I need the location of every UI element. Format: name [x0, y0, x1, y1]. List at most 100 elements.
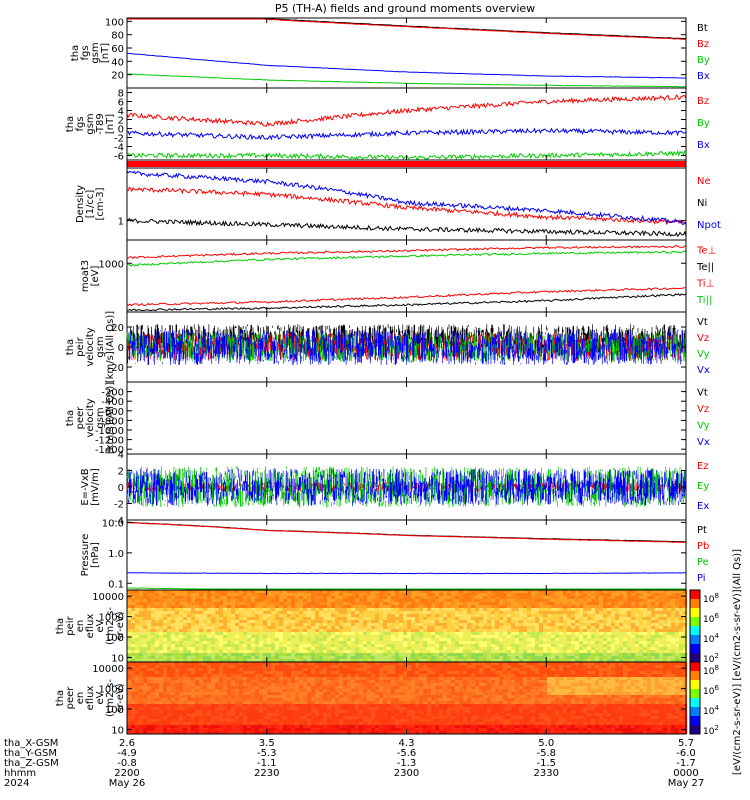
panel-5-tick-label: 20 — [111, 323, 124, 334]
panel-1-tick-label: 0 — [118, 125, 124, 136]
panel-6-ylabel: gsm — [95, 407, 106, 428]
x-label-2-2: -1.3 — [397, 758, 417, 769]
series-4-Te|| — [126, 293, 687, 312]
x-row-label-4: 2024 — [4, 778, 29, 789]
panel-0-tick-label: 40 — [111, 57, 124, 68]
colorbar-top-tick: 102 — [703, 652, 719, 665]
series-1-Bz — [126, 94, 687, 127]
panel-1-legend-1: By — [697, 118, 710, 129]
x-label-0-4: May 26 — [109, 778, 146, 789]
panel-0-tick-label: 60 — [111, 44, 124, 55]
panel-4-legend-3: Ti|| — [696, 295, 712, 306]
panel-6-ylabel: velocity — [85, 398, 96, 437]
series-8-Pb — [127, 522, 687, 543]
colorbar-bottom-tick: 104 — [703, 704, 719, 717]
panel-4-legend-0: Te⊥ — [696, 245, 716, 256]
panel-7-legend-1: Ey — [697, 481, 709, 492]
x-label-3-0: 5.0 — [538, 738, 554, 749]
x-label-4-0: 5.7 — [678, 738, 694, 749]
colorbar-top-tick: 106 — [703, 612, 719, 625]
x-label-0-0: 2.6 — [119, 738, 135, 749]
series-7-Ex — [126, 468, 686, 506]
x-label-2-1: -5.6 — [397, 748, 417, 759]
x-row-label-3: hhmm — [4, 768, 36, 779]
panel-8-ylabel: [nPa] — [90, 542, 101, 568]
panel-10-ylabel: eflux — [85, 686, 96, 711]
panel-8-ylabel: Pressure — [80, 534, 91, 577]
x-row-label-0: tha_X-GSM — [4, 738, 58, 749]
panel-0-legend-1: Bz — [697, 39, 709, 50]
spectrogram-electron — [127, 662, 688, 735]
panel-6-legend-1: Vz — [697, 404, 709, 415]
series-4-Te⊥ — [126, 286, 687, 307]
panel-7-tick-label: 2 — [118, 467, 124, 478]
panel-7-tick-label: 0 — [118, 483, 124, 494]
panel-6-legend-0: Vt — [697, 387, 708, 398]
colorbar-label: [eV/(cm2-s-sr-eV)] [eV/(cm2-s-sr-eV)](Al… — [732, 549, 743, 775]
panel-5-ylabel: tha — [65, 339, 76, 355]
panel-10-ylabel: peer — [65, 686, 76, 710]
x-row-label-2: tha_Z-GSM — [4, 758, 59, 769]
panel-5-legend-1: Vz — [697, 333, 709, 344]
series-3-Npot — [126, 170, 687, 225]
x-label-2-0: 4.3 — [399, 738, 415, 749]
chart-title: P5 (TH-A) fields and ground moments over… — [275, 2, 535, 15]
panel-3-ylabel: [1/cc] — [85, 190, 96, 219]
panel-9-ylabel: sr-eV) — [115, 611, 126, 640]
series-0-Bx — [126, 52, 687, 79]
x-label-3-2: -1.5 — [536, 758, 556, 769]
series-8-Pt — [126, 521, 687, 543]
panel-10-ylabel: en — [75, 692, 86, 705]
panel-0-ylabel: [nT] — [100, 43, 111, 63]
panel-0-legend-0: Bt — [697, 23, 708, 34]
panel-1-ylabel: gsm — [85, 113, 96, 134]
panel-1-legend-0: Bz — [697, 96, 709, 107]
panel-7-tick-label: 4 — [118, 450, 124, 461]
panel-9-ylabel: (cm2-s- — [105, 607, 116, 645]
panel-5-ylabel: peir — [75, 336, 86, 356]
panel-0-ylabel: tha — [70, 45, 81, 61]
panel-3-tick-label: 1 — [118, 217, 124, 228]
panel-7-ylabel: [mV/m] — [90, 468, 101, 506]
series-0-Bz — [127, 18, 687, 40]
panel-4-ylabel: [eV] — [90, 266, 101, 287]
status-bar — [127, 161, 686, 167]
panel-1-tick-label: 8 — [118, 89, 124, 100]
x-label-4-3: 0000 — [673, 768, 698, 779]
panel-8-tick-label: 10.0 — [102, 518, 124, 529]
panel-5-legend-2: Vy — [697, 349, 710, 360]
series-3-Ni — [126, 217, 687, 237]
panel-3-legend-1: Ni — [697, 198, 707, 209]
x-label-2-3: 2300 — [394, 768, 419, 779]
colorbar-top-tick: 104 — [703, 632, 719, 645]
panel-6-legend-3: Vx — [697, 437, 710, 448]
panel-5-tick-label: 0 — [118, 343, 124, 354]
panel-9-tick-label: 1000 — [99, 613, 124, 624]
colorbar-top-tick: 108 — [703, 592, 719, 605]
panel-5-ylabel: [km/s](All Qs)] — [105, 311, 116, 383]
x-label-4-4: May 27 — [668, 778, 705, 789]
panel-1-legend-2: Bx — [697, 140, 710, 151]
x-label-1-2: -1.1 — [257, 758, 277, 769]
panel-3-ylabel: [cm-3] — [95, 187, 106, 220]
panel-6-ylabel: peer — [75, 406, 86, 430]
panel-10-tick-label: 10 — [111, 725, 124, 736]
series-4-Ti⊥ — [126, 245, 687, 260]
panel-0-legend-3: Bx — [697, 71, 710, 82]
panel-5-ylabel: velocity — [85, 327, 96, 366]
x-label-1-3: 2230 — [254, 768, 279, 779]
panel-7-legend-0: Ez — [697, 461, 709, 472]
panel-0-legend-2: By — [697, 55, 710, 66]
panel-6-tick-label: -1400 — [95, 445, 124, 456]
panel-7-ylabel: E=-VxB — [80, 468, 91, 505]
panel-9-tick-label: 10000 — [92, 592, 124, 603]
panel-6-ylabel: tha — [65, 410, 76, 426]
panel-7-tick-label: -2 — [114, 500, 124, 511]
x-label-3-1: -5.8 — [536, 748, 556, 759]
colorbar-bottom-tick: 102 — [703, 724, 719, 737]
panel-7-tick-label: -4 — [114, 516, 124, 527]
panel-8-legend-1: Pb — [697, 541, 709, 552]
panel-3-legend-2: Npot — [697, 220, 721, 231]
panel-10-tick-label: 10000 — [92, 664, 124, 675]
